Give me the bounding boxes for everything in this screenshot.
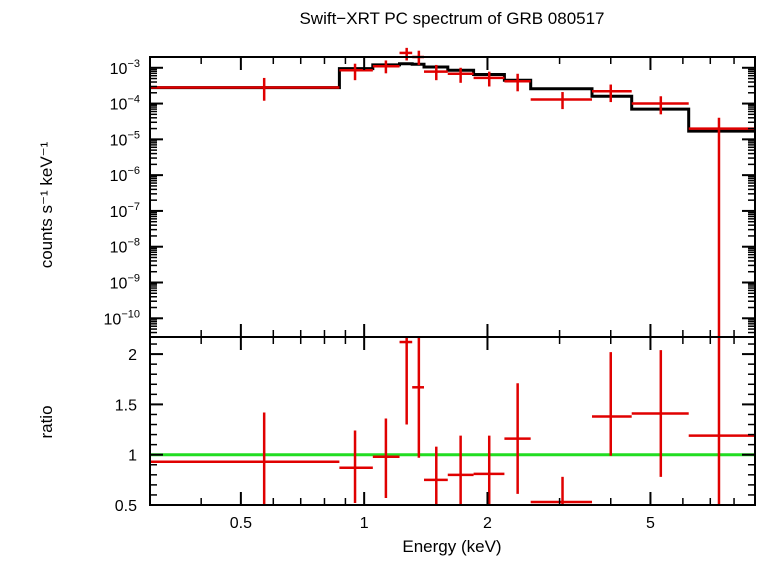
ratio-data-point — [399, 337, 413, 425]
y-tick-mantissa: 10 — [110, 204, 128, 221]
spectrum-data-point — [424, 64, 448, 81]
x-tick-label: 1 — [360, 515, 369, 532]
y-tick-exponent: −4 — [127, 94, 140, 106]
spectrum-data-point — [592, 84, 632, 103]
y-tick-exponent: −10 — [121, 308, 140, 320]
spectrum-y-axis-label: counts s⁻¹ keV⁻¹ — [37, 141, 56, 268]
y-tick-label: 10−5 — [110, 129, 140, 149]
x-tick-label: 5 — [646, 515, 655, 532]
spectrum-data-point — [530, 92, 593, 110]
ratio-data-point — [530, 476, 593, 505]
y-tick-exponent: −9 — [127, 272, 140, 284]
spectrum-data-point — [339, 63, 373, 81]
y-tick-label: 10−6 — [110, 165, 140, 185]
spectrum-data-point — [688, 117, 755, 337]
spectrum-data-point — [631, 96, 689, 115]
x-axis-label: Energy (keV) — [402, 537, 501, 556]
spectrum-plot-frame — [149, 56, 756, 338]
y-tick-mantissa: 10 — [110, 97, 128, 114]
ratio-plot-frame — [149, 336, 756, 506]
spectrum-data-point — [150, 77, 340, 101]
ratio-data-point — [631, 350, 689, 477]
y-tick-mantissa: 10 — [110, 275, 128, 292]
y-tick-label: 0.5 — [115, 498, 137, 515]
ratio-panel: 0.5 1 2 5 0.5 1 1.5 2 — [115, 336, 756, 532]
x-tick-label: 2 — [483, 515, 492, 532]
y-tick-exponent: −5 — [127, 129, 140, 141]
spectrum-data-point — [473, 71, 505, 87]
y-tick-label: 2 — [128, 347, 137, 364]
ratio-data-point — [504, 383, 531, 494]
spectrum-panel: 10−310−410−510−610−710−810−910−10 — [104, 47, 756, 338]
ratio-data-point — [150, 412, 340, 505]
y-tick-label: 10−10 — [104, 308, 140, 328]
spectrum-data-point — [504, 73, 531, 92]
y-tick-label: 10−4 — [110, 94, 140, 114]
ratio-y-axis-label: ratio — [37, 405, 56, 438]
y-tick-exponent: −6 — [127, 165, 140, 177]
y-tick-label: 10−9 — [110, 272, 140, 292]
ratio-data-point — [424, 446, 448, 505]
spectrum-data-point — [372, 60, 400, 74]
ratio-data-point — [447, 435, 474, 505]
y-tick-mantissa: 10 — [104, 311, 122, 328]
spectrum-data-point — [447, 67, 474, 83]
spectrum-data-point — [399, 47, 413, 61]
ratio-data-point — [412, 337, 425, 458]
y-tick-mantissa: 10 — [110, 240, 128, 257]
y-tick-label: 10−3 — [110, 58, 140, 78]
ratio-data-point — [688, 337, 755, 505]
y-tick-label: 1.5 — [115, 397, 137, 414]
ratio-data-point — [592, 352, 632, 456]
chart-title: Swift−XRT PC spectrum of GRB 080517 — [299, 9, 604, 28]
y-tick-mantissa: 10 — [110, 132, 128, 149]
y-tick-mantissa: 10 — [110, 61, 128, 78]
ratio-data-point — [339, 430, 373, 503]
ratio-data-point — [372, 418, 400, 498]
y-tick-label: 10−7 — [110, 201, 140, 221]
x-tick-label: 0.5 — [230, 515, 252, 532]
y-tick-exponent: −7 — [127, 201, 140, 213]
ratio-data-point — [473, 435, 505, 505]
y-tick-exponent: −8 — [127, 237, 140, 249]
y-tick-label: 1 — [128, 448, 137, 465]
y-tick-exponent: −3 — [127, 58, 140, 70]
y-tick-label: 10−8 — [110, 237, 140, 257]
y-tick-mantissa: 10 — [110, 168, 128, 185]
